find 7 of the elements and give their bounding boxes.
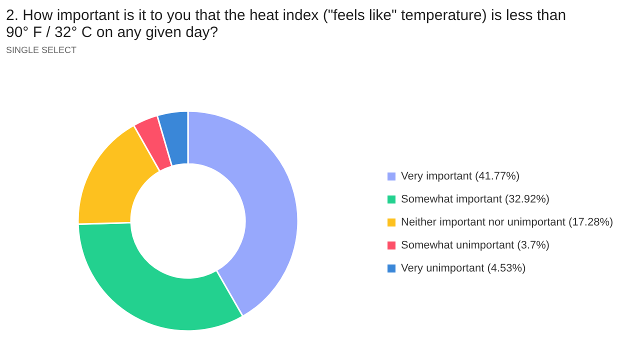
legend-label: Somewhat unimportant (3.7%): [401, 240, 550, 252]
legend-label: Very unimportant (4.53%): [401, 262, 526, 274]
legend-label: Neither important nor unimportant (17.28%): [401, 216, 614, 228]
chart-subtitle: SINGLE SELECT: [6, 45, 78, 55]
legend-label: Very important (41.77%): [401, 170, 520, 182]
legend-label: Somewhat important (32.92%): [401, 194, 550, 206]
chart-title: 2. How important is it to you that the heat index ("feels like" temperature) is less than 90° F / 32° C on any given day?: [6, 7, 566, 41]
